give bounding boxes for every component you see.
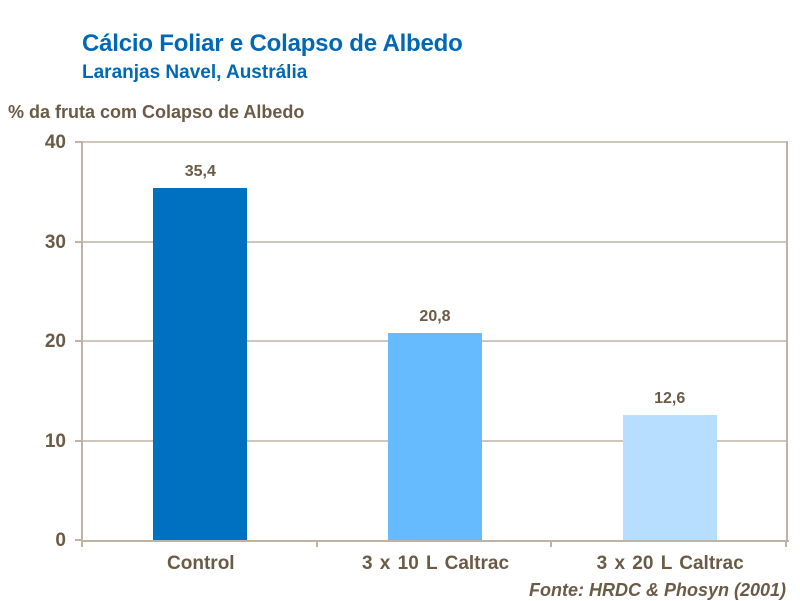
y-tick-mark <box>75 439 83 442</box>
y-tick-label: 30 <box>44 231 66 253</box>
category-label: 3 x 20 L Caltrac <box>596 553 744 574</box>
x-tick-mark <box>550 540 553 547</box>
y-axis-label: % da fruta com Colapso de Albedo <box>8 102 305 122</box>
chart-title: Cálcio Foliar e Colapso de Albedo <box>82 30 463 57</box>
x-axis-line <box>81 540 789 542</box>
gridline <box>83 240 787 243</box>
bar <box>388 333 482 540</box>
bar <box>153 187 248 540</box>
y-tick-mark <box>75 340 83 342</box>
y-tick-label: 0 <box>55 530 66 551</box>
chart-subtitle: Laranjas Navel, Austrália <box>82 62 308 83</box>
gridline <box>83 141 787 143</box>
bar <box>622 414 717 540</box>
y-tick-label: 10 <box>44 430 66 452</box>
y-tick-mark <box>75 539 83 541</box>
source-note: Fonte: HRDC & Phosyn (2001) <box>528 580 786 600</box>
plot-right-border <box>786 141 788 542</box>
category-label: 3 x 10 L Caltrac <box>361 553 510 574</box>
y-tick-mark <box>75 240 83 243</box>
bar-value-label: 12,6 <box>654 389 686 407</box>
y-tick-mark <box>75 141 83 143</box>
x-tick-mark <box>315 540 318 547</box>
category-label: Control <box>167 553 235 574</box>
x-tick-mark <box>785 540 787 547</box>
y-tick-label: 40 <box>44 132 66 153</box>
bar-value-label: 20,8 <box>419 308 451 326</box>
x-tick-mark <box>81 540 83 547</box>
bar-value-label: 35,4 <box>184 162 216 180</box>
y-tick-label: 20 <box>44 331 66 352</box>
